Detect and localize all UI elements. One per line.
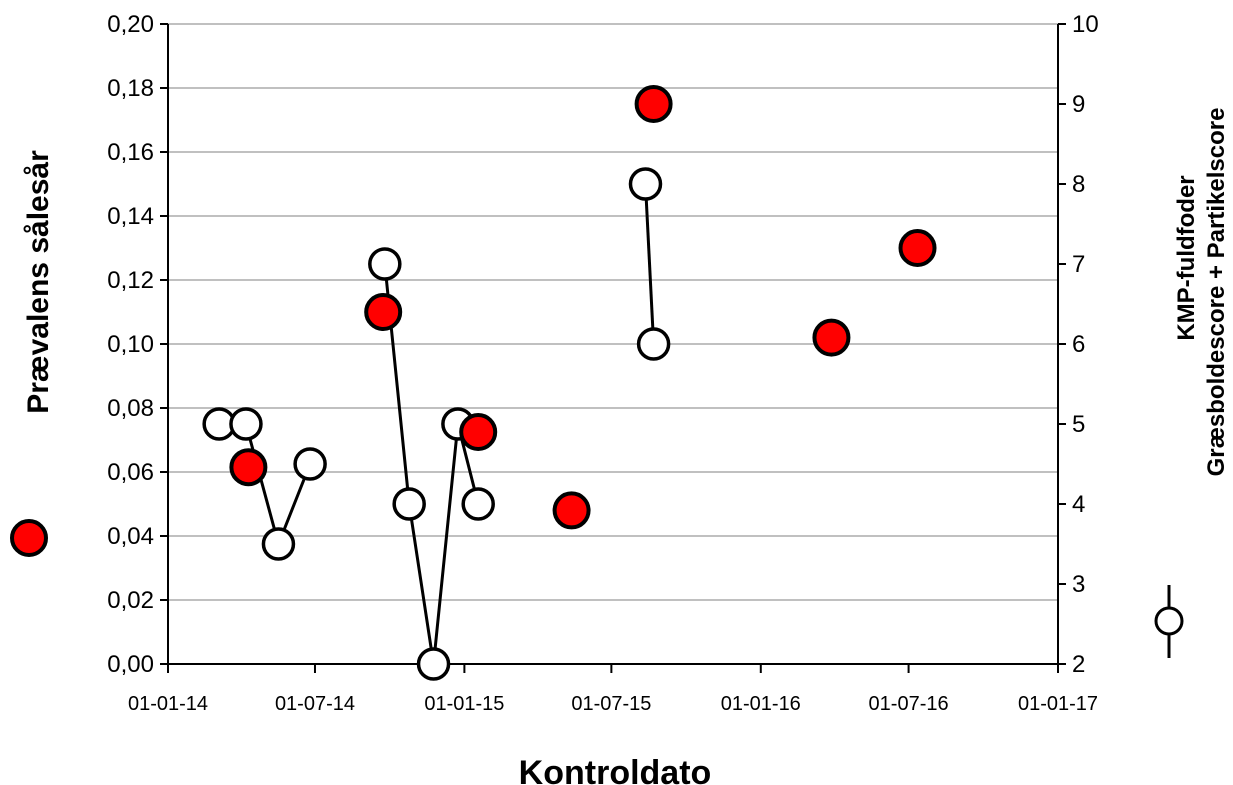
series-line — [383, 263, 480, 665]
left-tick-label: 0,00 — [107, 651, 154, 678]
right-tick-label: 2 — [1072, 651, 1085, 678]
open-circle-point — [392, 487, 426, 521]
right-tick-label: 6 — [1072, 331, 1085, 358]
x-ticks: 01-01-14 01-07-14 01-01-15 01-07-15 01-01-16… — [128, 664, 1098, 715]
open-circle-point — [229, 407, 263, 441]
x-axis-title: Kontroldato — [519, 754, 712, 785]
open-circle-point — [293, 447, 327, 481]
red-circle-point — [459, 413, 498, 451]
x-tick-label: 01-01-17 — [1018, 693, 1098, 715]
x-tick-label: 01-01-16 — [721, 693, 801, 715]
left-tick-label: 0,20 — [107, 11, 154, 38]
left-tick-label: 0,16 — [107, 139, 154, 166]
red-circle-point — [364, 293, 403, 331]
red-circle-series — [229, 85, 937, 530]
left-tick-label: 0,12 — [107, 267, 154, 294]
right-tick-label: 7 — [1072, 251, 1085, 278]
open-circle-point — [461, 487, 495, 521]
right-tick-label: 3 — [1072, 571, 1085, 598]
open-circle-point — [368, 247, 402, 281]
right-tick-label: 9 — [1072, 91, 1085, 118]
left-y-axis-title: Prævalens sålesår — [22, 150, 55, 414]
x-tick-label: 01-07-15 — [571, 693, 651, 715]
right-legend-marker — [1154, 585, 1184, 658]
right-y-axis-title-line2: Græsboldescore + Partikelscore — [1203, 108, 1230, 477]
right-tick-label: 8 — [1072, 171, 1085, 198]
left-tick-label: 0,02 — [107, 587, 154, 614]
open-circle-series — [202, 167, 671, 681]
x-tick-label: 01-01-15 — [424, 693, 504, 715]
red-circle-point — [898, 229, 937, 267]
right-tick-label: 10 — [1072, 11, 1099, 38]
open-circle-point — [261, 527, 296, 561]
left-tick-label: 0,08 — [107, 395, 154, 422]
x-tick-label: 01-07-16 — [869, 693, 949, 715]
left-tick-label: 0,14 — [107, 203, 154, 230]
right-tick-label: 4 — [1072, 491, 1085, 518]
red-circle-point — [634, 85, 673, 123]
left-tick-label: 0,10 — [107, 331, 154, 358]
right-tick-label: 5 — [1072, 411, 1085, 438]
open-circle-point — [628, 167, 663, 201]
x-tick-label: 01-07-14 — [275, 693, 355, 715]
red-circle-point — [812, 318, 851, 357]
red-circle-point — [552, 491, 591, 530]
left-tick-label: 0,06 — [107, 459, 154, 486]
left-tick-label: 0,04 — [107, 523, 154, 550]
left-tick-label: 0,18 — [107, 75, 154, 102]
right-y-ticks: 2 3 4 5 6 7 8 9 10 — [1058, 11, 1099, 678]
red-circle-point — [229, 448, 268, 487]
left-y-ticks: 0,00 0,02 0,04 0,06 0,08 0,10 0,12 0,14 0,16 0,18… — [107, 11, 168, 678]
x-tick-label: 01-01-14 — [128, 693, 208, 715]
left-legend-marker — [10, 519, 48, 557]
grid-lines — [168, 23, 1058, 601]
series-line — [643, 183, 656, 345]
right-y-axis-title-line1: KMP-fuldfoder — [1173, 175, 1200, 340]
open-circle-point — [636, 327, 671, 361]
open-circle-point — [416, 647, 451, 681]
